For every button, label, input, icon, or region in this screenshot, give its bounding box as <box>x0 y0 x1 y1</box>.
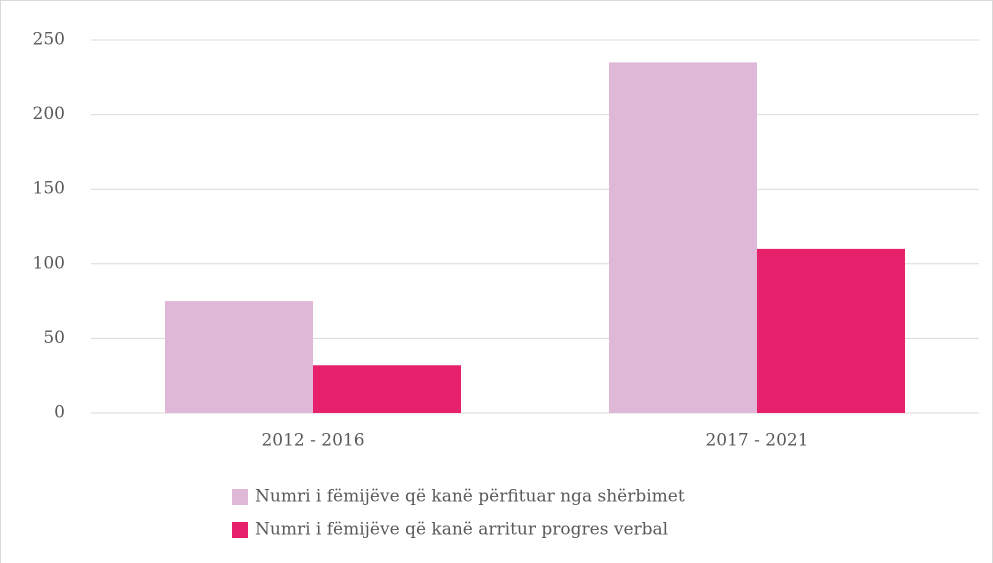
bar <box>313 365 461 413</box>
legend-swatch <box>232 522 248 538</box>
y-tick-label: 0 <box>54 403 65 423</box>
x-tick-label: 2012 - 2016 <box>261 431 364 451</box>
y-tick-label: 50 <box>43 328 65 348</box>
legend-swatch <box>232 489 248 505</box>
y-tick-label: 150 <box>33 179 65 199</box>
y-tick-label: 100 <box>33 253 65 273</box>
bar <box>609 62 757 413</box>
bar <box>165 301 313 413</box>
y-tick-label: 200 <box>33 104 65 124</box>
bar <box>757 248 905 413</box>
x-tick-label: 2017 - 2021 <box>705 431 808 451</box>
y-tick-label: 250 <box>33 30 65 50</box>
legend-label: Numri i fëmijëve që kanë arritur progres… <box>255 520 668 540</box>
legend-label: Numri i fëmijëve që kanë përfituar nga s… <box>255 487 685 507</box>
